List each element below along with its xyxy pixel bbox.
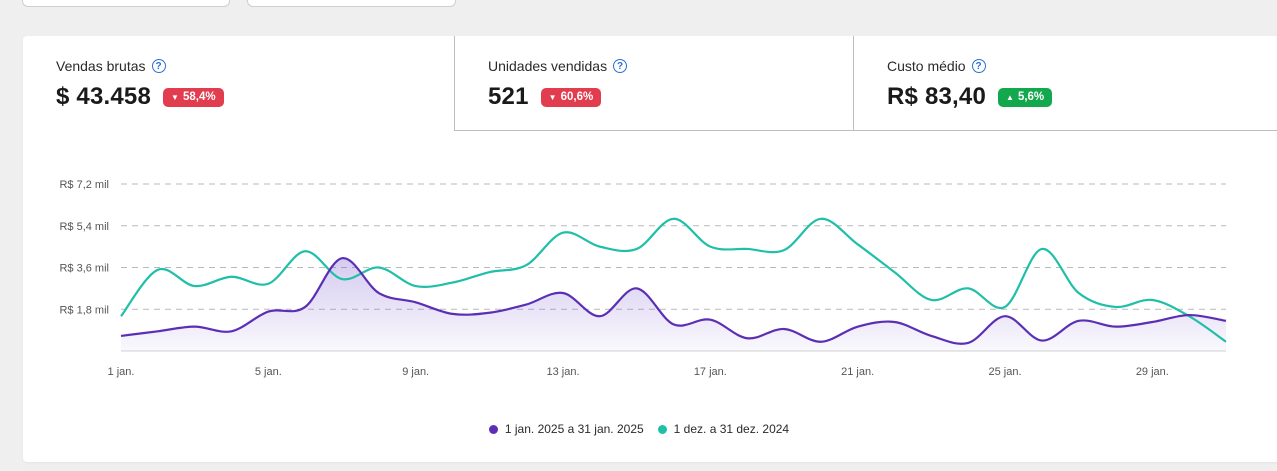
metric-label: Custo médio: [887, 58, 966, 74]
metric-label: Unidades vendidas: [488, 58, 608, 74]
legend-item-previous[interactable]: 1 dez. a 31 dez. 2024: [657, 422, 790, 436]
triangle-down-icon: ▼: [548, 92, 557, 102]
y-tick-label: R$ 7,2 mil: [59, 179, 109, 191]
delta-badge: ▼ 58,4%: [163, 87, 224, 107]
help-icon[interactable]: ?: [151, 59, 166, 73]
help-icon[interactable]: ?: [613, 59, 628, 73]
series-previous-line: [120, 217, 1227, 343]
x-tick-label: 17 jan.: [694, 366, 727, 378]
metric-value: R$ 83,40: [887, 83, 987, 110]
legend-dot-icon: [657, 424, 667, 434]
legend-dot-icon: [488, 424, 498, 434]
y-tick-label: R$ 5,4 mil: [59, 221, 109, 233]
help-icon[interactable]: ?: [971, 59, 986, 73]
metric-value: $ 43.458: [56, 83, 152, 110]
x-tick-label: 25 jan.: [988, 366, 1021, 378]
filter-button-1[interactable]: [22, 0, 230, 7]
delta-value: 58,4%: [182, 91, 216, 103]
sales-card: Vendas brutas ? $ 43.458 ▼ 58,4% Unidade…: [23, 36, 1277, 462]
y-tick-label: R$ 3,6 mil: [59, 263, 109, 275]
delta-badge: ▲ 5,6%: [998, 87, 1053, 107]
triangle-up-icon: ▲: [1006, 92, 1014, 102]
metric-value: 521: [488, 83, 529, 110]
sales-line-chart: R$ 1,8 mil R$ 3,6 mil R$ 5,4 mil R$ 7,2 mil…: [59, 179, 1227, 378]
metrics-row: Vendas brutas ? $ 43.458 ▼ 58,4% Unidade…: [23, 36, 1277, 131]
delta-value: 60,6%: [560, 91, 594, 103]
y-tick-label: R$ 1,8 mil: [59, 304, 109, 316]
x-tick-label: 21 jan.: [841, 366, 874, 378]
x-tick-label: 29 jan.: [1136, 366, 1169, 378]
x-tick-label: 1 jan.: [108, 366, 135, 378]
chart-legend: 1 jan. 2025 a 31 jan. 2025 1 dez. a 31 d…: [23, 422, 1255, 436]
legend-item-current[interactable]: 1 jan. 2025 a 31 jan. 2025: [488, 422, 644, 436]
legend-label: 1 jan. 2025 a 31 jan. 2025: [504, 422, 644, 436]
series-current-line: [120, 257, 1227, 345]
metric-units-sold[interactable]: Unidades vendidas ? 521 ▼ 60,6%: [454, 36, 853, 131]
metric-label: Vendas brutas: [56, 58, 146, 74]
legend-label: 1 dez. a 31 dez. 2024: [673, 422, 790, 436]
x-tick-label: 9 jan.: [402, 366, 429, 378]
metric-average-cost[interactable]: Custo médio ? R$ 83,40 ▲ 5,6%: [853, 36, 1277, 131]
metric-gross-sales[interactable]: Vendas brutas ? $ 43.458 ▼ 58,4%: [23, 36, 454, 131]
filter-button-2[interactable]: [247, 0, 456, 7]
series-current-area: [121, 258, 1226, 351]
delta-badge: ▼ 60,6%: [540, 87, 602, 107]
triangle-down-icon: ▼: [171, 92, 179, 102]
x-tick-label: 5 jan.: [255, 366, 282, 378]
x-tick-label: 13 jan.: [546, 366, 579, 378]
delta-value: 5,6%: [1017, 91, 1045, 103]
